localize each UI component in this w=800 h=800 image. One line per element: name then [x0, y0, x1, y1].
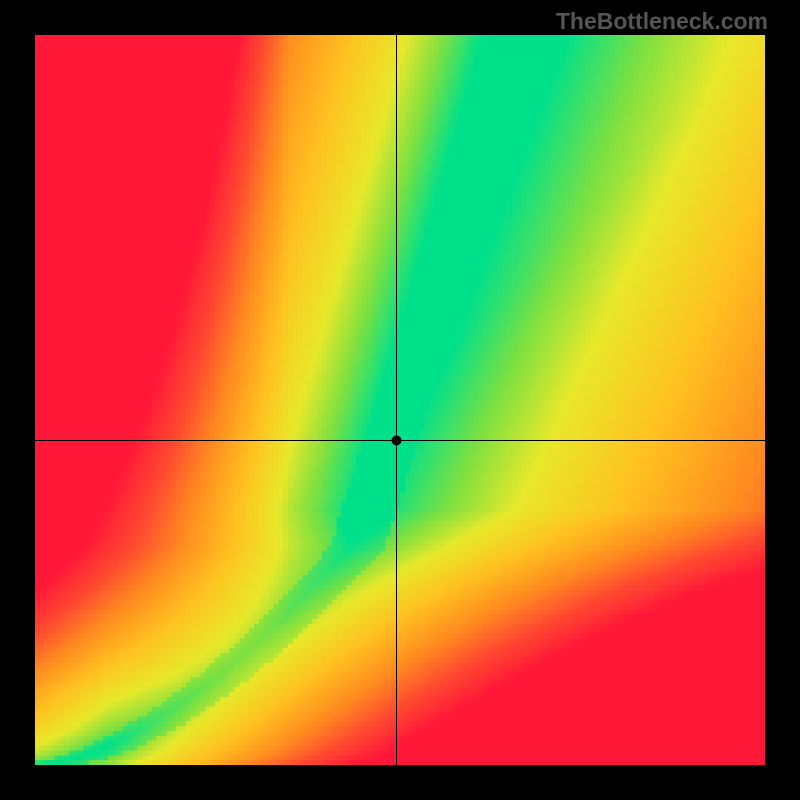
crosshair-overlay — [35, 35, 765, 765]
watermark-text: TheBottleneck.com — [556, 8, 768, 35]
chart-container: TheBottleneck.com — [0, 0, 800, 800]
